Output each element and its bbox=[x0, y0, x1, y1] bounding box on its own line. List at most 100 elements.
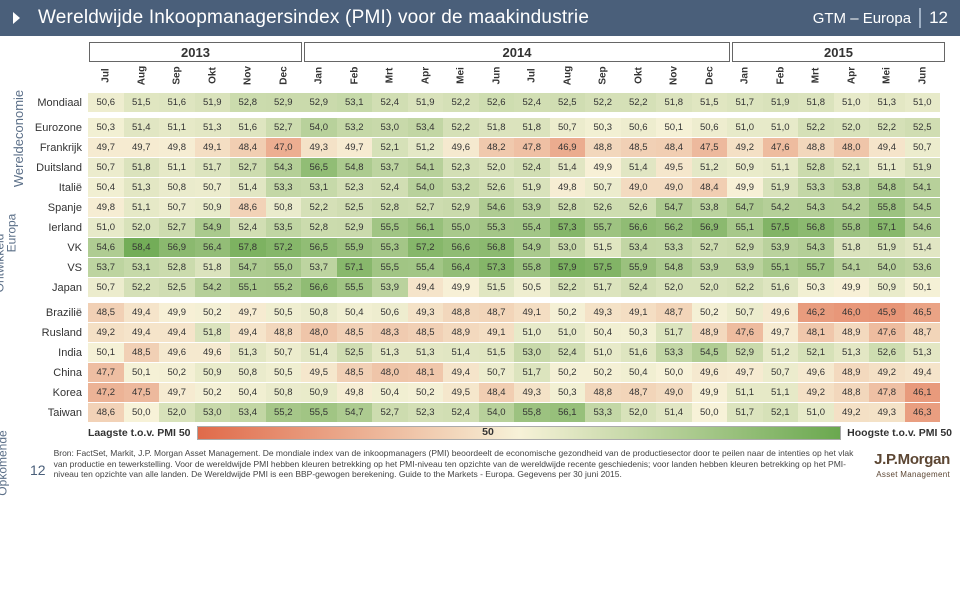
heatmap-cell: 49,3 bbox=[301, 138, 337, 157]
heatmap-cell: 51,4 bbox=[301, 343, 337, 362]
heatmap-cell: 49,6 bbox=[195, 343, 231, 362]
row-label: Italië bbox=[24, 182, 88, 194]
heatmap-cell: 50,9 bbox=[869, 278, 905, 297]
heatmap-cell: 54,7 bbox=[656, 198, 692, 217]
heatmap-cell: 52,3 bbox=[337, 178, 373, 197]
heatmap-cell: 51,5 bbox=[479, 343, 515, 362]
heatmap-cell: 53,9 bbox=[692, 258, 728, 277]
heatmap-cell: 48,5 bbox=[337, 363, 373, 382]
heatmap-cell: 52,7 bbox=[230, 158, 266, 177]
heatmap-cell: 50,8 bbox=[230, 363, 266, 382]
heatmap-cell: 54,0 bbox=[408, 178, 444, 197]
heatmap-cell: 52,0 bbox=[159, 403, 195, 422]
heatmap-cell: 48,4 bbox=[692, 178, 728, 197]
heatmap-cell: 49,7 bbox=[763, 323, 799, 342]
heatmap-cell: 51,9 bbox=[905, 158, 941, 177]
heatmap-cell: 46,0 bbox=[834, 303, 870, 322]
heatmap-cell: 50,0 bbox=[692, 403, 728, 422]
heatmap-cell: 49,6 bbox=[692, 363, 728, 382]
row-label: India bbox=[24, 347, 88, 359]
heatmap-cell: 49,5 bbox=[301, 363, 337, 382]
heatmap-cell: 51,4 bbox=[124, 118, 160, 137]
heatmap-cell: 49,2 bbox=[727, 138, 763, 157]
heatmap-cell: 51,8 bbox=[798, 93, 834, 112]
heatmap-cell: 48,8 bbox=[443, 303, 479, 322]
heatmap-cell: 53,2 bbox=[443, 178, 479, 197]
heatmap-cell: 49,4 bbox=[124, 303, 160, 322]
heatmap-cell: 51,4 bbox=[656, 403, 692, 422]
heatmap-cell: 52,3 bbox=[443, 158, 479, 177]
logo: J.P.Morgan Asset Management bbox=[874, 451, 950, 480]
heatmap-cell: 50,4 bbox=[585, 323, 621, 342]
heatmap-cell: 52,9 bbox=[727, 238, 763, 257]
heatmap-cell: 52,7 bbox=[372, 403, 408, 422]
heatmap-cell: 52,4 bbox=[443, 403, 479, 422]
heatmap-cell: 48,5 bbox=[621, 138, 657, 157]
heatmap-cell: 52,6 bbox=[869, 343, 905, 362]
heatmap-cell: 52,3 bbox=[408, 403, 444, 422]
sidebar-ontwikkeld: Ontwikkeld bbox=[0, 234, 6, 293]
heatmap-cell: 51,4 bbox=[550, 158, 586, 177]
heatmap-cell: 52,9 bbox=[337, 218, 373, 237]
heatmap-cell: 56,6 bbox=[621, 218, 657, 237]
heatmap-cell: 47,7 bbox=[88, 363, 124, 382]
heatmap-cell: 51,6 bbox=[230, 118, 266, 137]
heatmap-cell: 54,3 bbox=[266, 158, 302, 177]
heatmap-cell: 49,3 bbox=[514, 383, 550, 402]
heatmap-cell: 47,6 bbox=[869, 323, 905, 342]
heatmap-cell: 52,4 bbox=[550, 343, 586, 362]
heatmap-cell: 52,1 bbox=[372, 138, 408, 157]
heatmap-cell: 49,8 bbox=[550, 178, 586, 197]
heatmap-cell: 58,4 bbox=[124, 238, 160, 257]
row-label: Taiwan bbox=[24, 407, 88, 419]
header: Wereldwijde Inkoopmanagersindex (PMI) vo… bbox=[0, 0, 960, 36]
heatmap-cell: 52,8 bbox=[550, 198, 586, 217]
heatmap-cell: 52,5 bbox=[337, 343, 373, 362]
heatmap-cell: 49,8 bbox=[159, 138, 195, 157]
heatmap-cell: 48,0 bbox=[301, 323, 337, 342]
heatmap-cell: 52,8 bbox=[798, 158, 834, 177]
heatmap-cell: 52,6 bbox=[479, 93, 515, 112]
heatmap-cell: 49,4 bbox=[443, 363, 479, 382]
heatmap-cell: 51,8 bbox=[514, 118, 550, 137]
heatmap-cell: 55,1 bbox=[727, 218, 763, 237]
heatmap-cell: 50,0 bbox=[656, 363, 692, 382]
heatmap-cell: 51,0 bbox=[905, 93, 941, 112]
heatmap-cell: 50,6 bbox=[372, 303, 408, 322]
heatmap-cell: 52,5 bbox=[337, 198, 373, 217]
heatmap-cell: 51,3 bbox=[124, 178, 160, 197]
heatmap-cell: 49,4 bbox=[230, 323, 266, 342]
heatmap-cell: 52,4 bbox=[514, 93, 550, 112]
heatmap-cell: 52,7 bbox=[692, 238, 728, 257]
sidebar-wereldeconomie: Wereldeconomie bbox=[11, 90, 26, 187]
heatmap-cell: 55,0 bbox=[266, 258, 302, 277]
heatmap-cell: 52,4 bbox=[621, 278, 657, 297]
heatmap-cell: 56,6 bbox=[443, 238, 479, 257]
month-label: Aug bbox=[556, 58, 579, 94]
heatmap-cell: 51,6 bbox=[763, 278, 799, 297]
heatmap-cell: 53,3 bbox=[266, 178, 302, 197]
heatmap-cell: 55,8 bbox=[514, 403, 550, 422]
heatmap-cell: 49,2 bbox=[88, 323, 124, 342]
heatmap-cell: 53,1 bbox=[124, 258, 160, 277]
heatmap-cell: 55,3 bbox=[479, 218, 515, 237]
heatmap-cell: 54,7 bbox=[230, 258, 266, 277]
heatmap-cell: 50,7 bbox=[88, 278, 124, 297]
heatmap-cell: 50,3 bbox=[585, 118, 621, 137]
table-row: Ierland51,052,052,754,952,453,552,852,95… bbox=[24, 218, 952, 237]
heatmap-cell: 48,9 bbox=[834, 323, 870, 342]
heatmap-cell: 56,9 bbox=[692, 218, 728, 237]
heatmap-cell: 55,9 bbox=[337, 238, 373, 257]
heatmap-cell: 53,0 bbox=[195, 403, 231, 422]
heatmap-cell: 52,2 bbox=[869, 118, 905, 137]
heatmap-cell: 51,0 bbox=[834, 93, 870, 112]
heatmap-cell: 49,1 bbox=[514, 303, 550, 322]
month-label: Apr bbox=[840, 58, 863, 94]
heatmap-cell: 51,9 bbox=[869, 238, 905, 257]
heatmap-cell: 48,0 bbox=[372, 363, 408, 382]
heatmap-cell: 48,7 bbox=[656, 303, 692, 322]
heatmap-cell: 49,1 bbox=[479, 323, 515, 342]
heatmap-cell: 54,9 bbox=[195, 218, 231, 237]
heatmap-cell: 50,2 bbox=[692, 303, 728, 322]
heatmap-cell: 52,4 bbox=[230, 218, 266, 237]
